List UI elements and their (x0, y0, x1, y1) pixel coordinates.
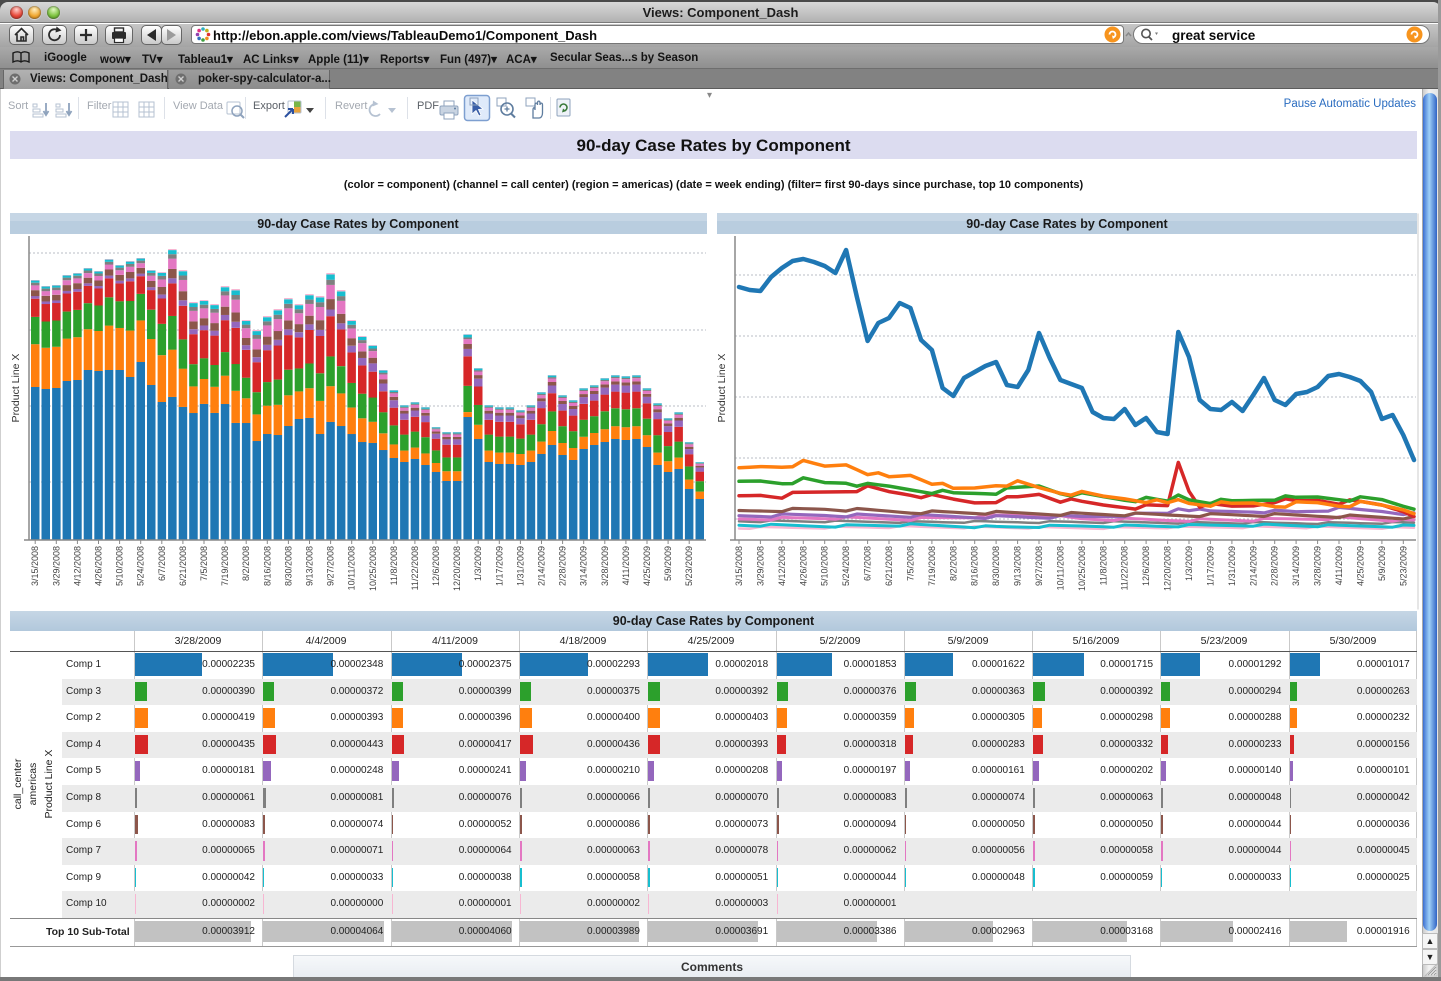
svg-text:11/22/2008: 11/22/2008 (1120, 546, 1130, 590)
svg-text:4/11/2009: 4/11/2009 (1334, 546, 1344, 585)
svg-text:2/28/2009: 2/28/2009 (1270, 546, 1280, 586)
svg-text:7/19/2008: 7/19/2008 (927, 546, 937, 586)
svg-text:8/16/2008: 8/16/2008 (262, 546, 272, 586)
svg-text:6/21/2008: 6/21/2008 (884, 546, 894, 586)
svg-text:4/11/2009: 4/11/2009 (621, 546, 631, 585)
svg-text:5/23/2009: 5/23/2009 (1398, 546, 1408, 586)
svg-text:7/5/2008: 7/5/2008 (199, 546, 209, 581)
svg-text:8/16/2008: 8/16/2008 (970, 546, 980, 586)
svg-text:Product Line X: Product Line X (10, 354, 22, 423)
svg-text:5/10/2008: 5/10/2008 (115, 546, 125, 586)
svg-text:3/15/2008: 3/15/2008 (30, 546, 40, 586)
svg-text:4/26/2008: 4/26/2008 (94, 546, 104, 586)
svg-text:Product Line X: Product Line X (717, 354, 728, 423)
svg-text:3/28/2009: 3/28/2009 (1313, 546, 1323, 586)
svg-text:4/12/2008: 4/12/2008 (72, 546, 82, 586)
svg-text:7/19/2008: 7/19/2008 (220, 546, 230, 586)
svg-text:9/27/2008: 9/27/2008 (1034, 546, 1044, 586)
svg-text:3/14/2009: 3/14/2009 (579, 546, 589, 586)
svg-text:2/28/2009: 2/28/2009 (558, 546, 568, 586)
svg-text:4/12/2008: 4/12/2008 (777, 546, 787, 586)
svg-text:8/30/2008: 8/30/2008 (991, 546, 1001, 586)
svg-text:3/29/2008: 3/29/2008 (51, 546, 61, 586)
svg-text:10/11/2008: 10/11/2008 (347, 546, 357, 590)
svg-text:10/25/2008: 10/25/2008 (368, 546, 378, 591)
svg-text:1/17/2009: 1/17/2009 (494, 546, 504, 586)
svg-text:8/30/2008: 8/30/2008 (283, 546, 293, 586)
svg-text:12/6/2008: 12/6/2008 (1141, 546, 1151, 586)
svg-text:11/22/2008: 11/22/2008 (410, 546, 420, 590)
svg-text:4/25/2009: 4/25/2009 (1355, 546, 1365, 586)
svg-text:2/14/2009: 2/14/2009 (537, 546, 547, 586)
svg-text:9/27/2008: 9/27/2008 (326, 546, 336, 586)
svg-text:5/9/2009: 5/9/2009 (663, 546, 673, 581)
svg-text:1/3/2009: 1/3/2009 (1184, 546, 1194, 581)
svg-text:10/11/2008: 10/11/2008 (1055, 546, 1065, 590)
svg-text:6/7/2008: 6/7/2008 (863, 546, 873, 581)
svg-text:9/13/2008: 9/13/2008 (305, 546, 315, 586)
svg-text:1/3/2009: 1/3/2009 (473, 546, 483, 581)
svg-text:5/10/2008: 5/10/2008 (820, 546, 830, 586)
svg-text:12/6/2008: 12/6/2008 (431, 546, 441, 586)
svg-text:3/14/2009: 3/14/2009 (1291, 546, 1301, 586)
svg-text:6/21/2008: 6/21/2008 (178, 546, 188, 586)
svg-text:12/20/2008: 12/20/2008 (452, 546, 462, 591)
svg-text:1/31/2009: 1/31/2009 (515, 546, 525, 586)
svg-text:3/15/2008: 3/15/2008 (734, 546, 744, 586)
svg-text:12/20/2008: 12/20/2008 (1163, 546, 1173, 591)
svg-text:5/23/2009: 5/23/2009 (684, 546, 694, 586)
svg-text:4/26/2008: 4/26/2008 (798, 546, 808, 586)
svg-text:4/25/2009: 4/25/2009 (642, 546, 652, 586)
svg-text:5/24/2008: 5/24/2008 (841, 546, 851, 586)
svg-text:11/8/2008: 11/8/2008 (389, 546, 399, 585)
svg-text:90-day Case Rates by Component: 90-day Case Rates by Component (257, 217, 459, 231)
svg-text:5/9/2009: 5/9/2009 (1377, 546, 1387, 581)
svg-text:6/7/2008: 6/7/2008 (157, 546, 167, 581)
svg-text:5/24/2008: 5/24/2008 (136, 546, 146, 586)
svg-text:8/2/2008: 8/2/2008 (241, 546, 251, 581)
svg-text:11/8/2008: 11/8/2008 (1098, 546, 1108, 585)
svg-text:2/14/2009: 2/14/2009 (1248, 546, 1258, 586)
svg-text:90-day Case Rates by Component: 90-day Case Rates by Component (966, 217, 1168, 231)
svg-text:3/29/2008: 3/29/2008 (755, 546, 765, 586)
svg-text:7/5/2008: 7/5/2008 (905, 546, 915, 581)
svg-text:9/13/2008: 9/13/2008 (1013, 546, 1023, 586)
svg-text:10/25/2008: 10/25/2008 (1077, 546, 1087, 591)
svg-text:8/2/2008: 8/2/2008 (948, 546, 958, 581)
svg-text:1/31/2009: 1/31/2009 (1227, 546, 1237, 586)
svg-text:3/28/2009: 3/28/2009 (600, 546, 610, 586)
svg-text:1/17/2009: 1/17/2009 (1205, 546, 1215, 586)
